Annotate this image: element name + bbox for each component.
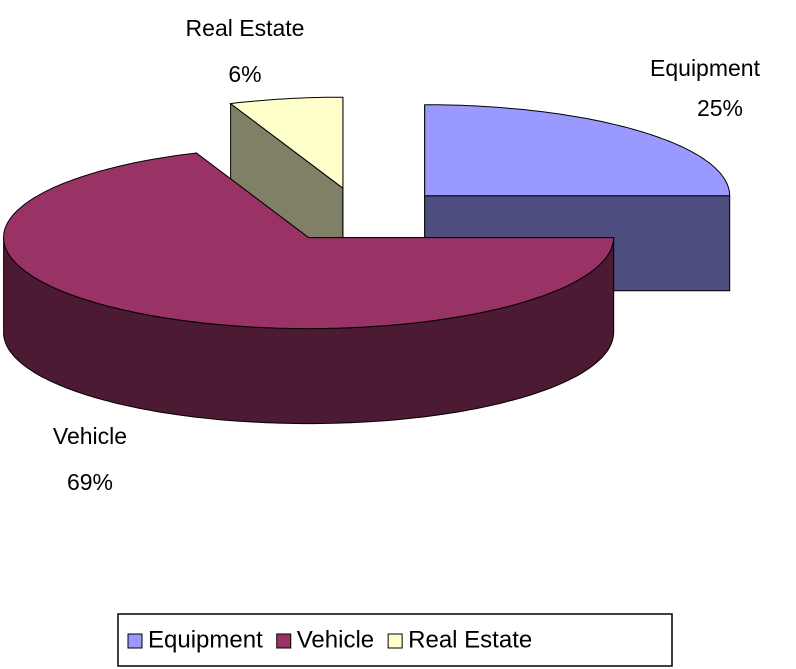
data-label-value: 25% [697,95,743,121]
pie [3,96,731,425]
slice-top [424,104,731,197]
data-label-value: 6% [228,61,261,87]
slice-top [3,152,615,330]
legend-swatch [276,633,292,649]
legend-text: Real Estate [408,626,532,653]
legend-text: Vehicle [297,626,374,653]
data-label-value: 69% [67,469,113,495]
legend: Equipment Vehicle Real Estate [117,613,673,667]
legend-swatch [387,633,403,649]
data-label-name: Real Estate [186,15,305,41]
legend-swatch [127,633,143,649]
legend-text: Equipment [148,626,263,653]
data-label-name: Vehicle [53,423,127,449]
slice-top [229,96,344,190]
data-label-name: Equipment [650,55,761,81]
data-labels: Equipment 25% Vehicle 69% Real Estate 6% [53,15,761,495]
